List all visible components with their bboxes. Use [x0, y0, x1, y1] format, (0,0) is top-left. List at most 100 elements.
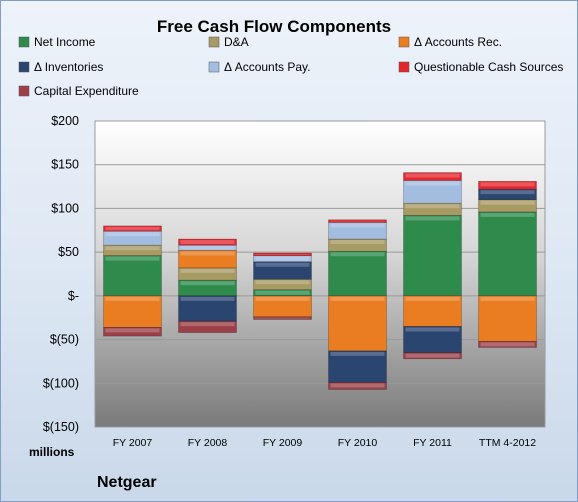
bar-segment: [103, 255, 162, 297]
bar-segment: [328, 219, 387, 223]
y-tick-label: $-: [68, 289, 79, 303]
bar-segment: [178, 320, 237, 333]
legend-label: Δ Accounts Rec.: [414, 35, 502, 49]
bar-segment-highlight: [330, 240, 385, 245]
bar-segment-highlight: [180, 281, 235, 286]
bar-segment-highlight: [255, 290, 310, 295]
bar-segment: [478, 341, 537, 348]
bar-segment-highlight: [330, 220, 385, 222]
y-tick-label: $(100): [43, 376, 79, 390]
bar-segment-highlight: [255, 256, 310, 261]
bar-segment: [253, 316, 312, 320]
bar-segment-highlight: [480, 182, 535, 187]
bar-segment: [478, 211, 537, 297]
x-tick-label: FY 2008: [188, 437, 228, 449]
x-axis-ticks: FY 2007 FY 2008 FY 2009 FY 2010 FY 2011 TTM 4…: [113, 437, 537, 449]
x-tick-label: FY 2011: [413, 437, 452, 449]
legend-label: Capital Expenditure: [34, 84, 139, 98]
legend-swatch: [18, 36, 30, 48]
bar-segment-highlight: [405, 204, 460, 209]
y-axis-ticks: $(150) $(100) $(50) $- $50 $100 $150 $200: [43, 114, 79, 434]
bar-segment: [328, 250, 387, 297]
legend-swatch: [18, 85, 30, 97]
bar-segment-highlight: [105, 328, 160, 333]
bar-segment-highlight: [255, 254, 310, 255]
bar-segment: [403, 215, 462, 297]
bar-segment-highlight: [480, 342, 535, 347]
legend-swatch: [208, 36, 220, 48]
bar-segment-highlight: [330, 383, 385, 388]
bar-segment-highlight: [105, 226, 160, 231]
bar-segment-highlight: [330, 252, 385, 257]
x-tick-label: FY 2007: [113, 437, 153, 449]
legend-label: Δ Accounts Pay.: [224, 60, 311, 74]
bar-segment-highlight: [105, 246, 160, 251]
x-tick-label: TTM 4-2012: [479, 437, 536, 449]
bar-segment-highlight: [405, 353, 460, 358]
bar-segment-highlight: [105, 256, 160, 261]
bar-segment-highlight: [105, 232, 160, 237]
bar-segment: [103, 327, 162, 337]
bar-segment-highlight: [105, 296, 160, 301]
y-tick-label: $(50): [50, 333, 79, 347]
bar-segment-highlight: [480, 200, 535, 205]
bar-segment-highlight: [405, 296, 460, 301]
bar-segment-highlight: [180, 322, 235, 327]
bar-segment: [103, 295, 162, 328]
bar-segment-highlight: [330, 223, 385, 228]
bar-segment: [178, 244, 237, 251]
legend-label: Net Income: [34, 35, 96, 49]
bar-segment: [403, 352, 462, 360]
legend-label: Δ Inventories: [34, 60, 103, 74]
unit-label: millions: [29, 445, 75, 459]
bar-segment-highlight: [180, 296, 235, 301]
bar-segment-highlight: [180, 268, 235, 273]
x-tick-label: FY 2009: [263, 437, 303, 449]
y-tick-label: $50: [58, 245, 79, 259]
bar-segment-highlight: [480, 190, 535, 195]
bar-segment-highlight: [405, 327, 460, 332]
bar-segment-highlight: [255, 317, 310, 319]
plot-area: [94, 120, 546, 428]
y-tick-label: $200: [51, 114, 79, 128]
bar-segment-highlight: [405, 181, 460, 186]
y-tick-label: $100: [51, 201, 79, 215]
bar-segment: [103, 225, 162, 232]
legend-label: Questionable Cash Sources: [414, 60, 563, 74]
bar-segment: [403, 326, 462, 353]
bar-segment-highlight: [255, 280, 310, 285]
legend-swatch: [208, 61, 220, 73]
bar-segment: [253, 252, 312, 256]
bar-segment-highlight: [330, 351, 385, 356]
company-label: Netgear: [97, 474, 157, 491]
bar-segment-highlight: [180, 240, 235, 245]
bar-segment-highlight: [180, 246, 235, 250]
legend-swatch: [398, 61, 410, 73]
bar-segment: [328, 382, 387, 390]
bar-segment-highlight: [330, 296, 385, 301]
bar-segment-highlight: [480, 296, 535, 301]
bar-segment-highlight: [480, 212, 535, 217]
bar-segment-highlight: [255, 262, 310, 267]
bar-segment-highlight: [405, 173, 460, 178]
legend-swatch: [18, 61, 30, 73]
bar-segment: [478, 181, 537, 190]
legend: Net Income D&A Δ Accounts Rec. Δ Inventorie…: [18, 35, 563, 98]
bar-segment: [328, 295, 387, 352]
legend-label: D&A: [224, 35, 249, 49]
bar-segment: [403, 295, 462, 327]
gridlines: [95, 120, 545, 428]
bars: [103, 172, 537, 390]
legend-swatch: [398, 36, 410, 48]
bar-segment-highlight: [405, 216, 460, 221]
bar-segment: [178, 238, 237, 246]
bar-segment-highlight: [180, 251, 235, 256]
bar-segment-highlight: [255, 296, 310, 301]
y-tick-label: $(150): [43, 420, 79, 434]
bar-segment: [403, 172, 462, 181]
y-tick-label: $150: [51, 158, 79, 172]
chart-title: Free Cash Flow Components: [157, 17, 391, 36]
x-tick-label: FY 2010: [338, 437, 378, 449]
